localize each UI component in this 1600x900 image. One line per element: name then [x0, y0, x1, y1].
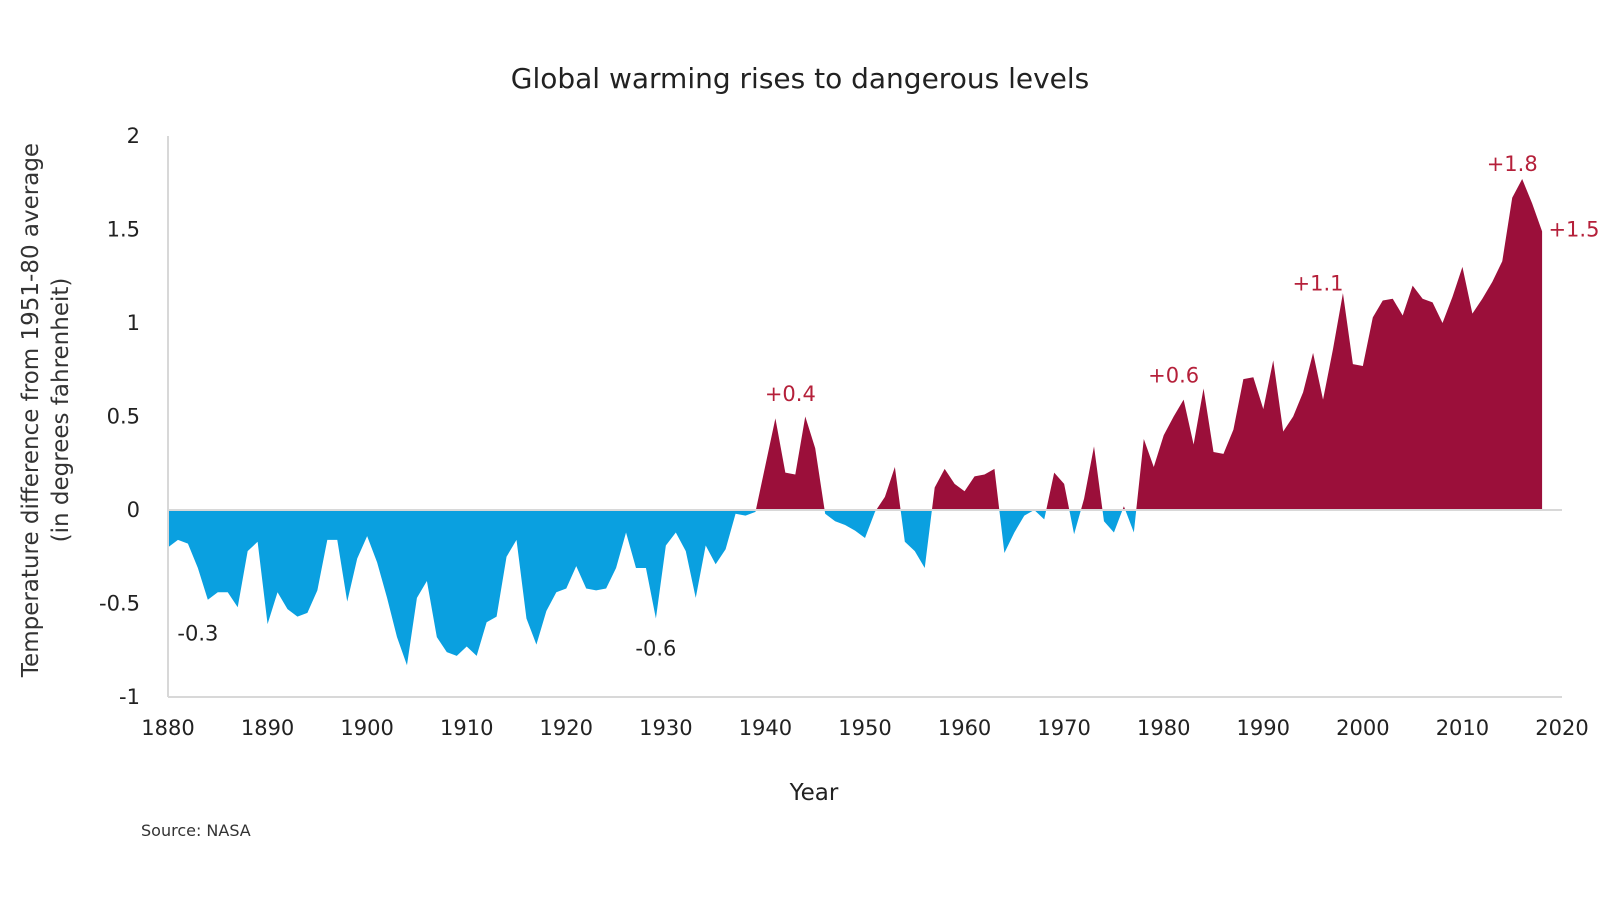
- x-tick-label: 1960: [938, 716, 991, 740]
- x-tick-label: 1930: [639, 716, 692, 740]
- x-tick-label: 1910: [440, 716, 493, 740]
- y-tick-label: 1: [127, 311, 140, 335]
- area-above-average: [168, 179, 1543, 510]
- data-annotation: -0.6: [635, 636, 676, 660]
- y-tick-label: 0: [127, 498, 140, 522]
- x-tick-label: 1880: [141, 716, 194, 740]
- data-annotation: +1.1: [1293, 272, 1344, 296]
- x-tick-label: 2010: [1436, 716, 1489, 740]
- y-tick-label: -1: [119, 685, 140, 709]
- y-tick-label: 2: [127, 124, 140, 148]
- x-tick-label: 1900: [340, 716, 393, 740]
- area-below-average: [168, 510, 1543, 666]
- x-axis: 1880 1890 1900 1910 1920 1930 1940 1950 1960 1970…: [141, 696, 1589, 740]
- y-axis: 2 1.5 1 0.5 0 -0.5 -1: [99, 124, 1562, 709]
- x-tick-label: 2020: [1535, 716, 1588, 740]
- source-note: Source: NASA: [141, 821, 251, 840]
- data-annotation: +1.5: [1548, 218, 1599, 242]
- data-annotation: +1.8: [1487, 152, 1538, 176]
- y-axis-label-line-1: Temperature difference from 1951-80 aver…: [18, 143, 44, 678]
- y-tick-label: 1.5: [107, 218, 140, 242]
- x-axis-label: Year: [789, 780, 839, 806]
- x-tick-label: 1890: [241, 716, 294, 740]
- y-axis-label-line-2: (in degrees fahrenheit): [48, 278, 74, 543]
- x-tick-label: 2000: [1336, 716, 1389, 740]
- annotations: -0.3 -0.6 +0.4 +0.6 +1.1 +1.8 +1.5: [177, 152, 1599, 660]
- chart-title: Global warming rises to dangerous levels: [511, 62, 1089, 95]
- plot-area: [168, 179, 1543, 666]
- data-annotation: -0.3: [177, 621, 218, 645]
- y-axis-label: Temperature difference from 1951-80 aver…: [18, 143, 74, 678]
- x-tick-label: 1980: [1137, 716, 1190, 740]
- x-tick-label: 1940: [739, 716, 792, 740]
- x-tick-label: 1950: [838, 716, 891, 740]
- x-tick-label: 1970: [1037, 716, 1090, 740]
- data-annotation: +0.6: [1148, 363, 1199, 387]
- y-tick-label: -0.5: [99, 592, 140, 616]
- x-tick-label: 1920: [540, 716, 593, 740]
- x-tick-label: 1990: [1237, 716, 1290, 740]
- data-annotation: +0.4: [765, 382, 816, 406]
- y-tick-label: 0.5: [107, 405, 140, 429]
